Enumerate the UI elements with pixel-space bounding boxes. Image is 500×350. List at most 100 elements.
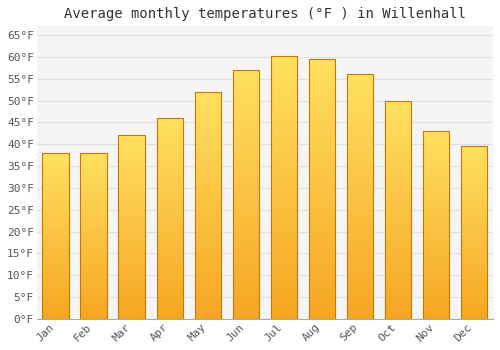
Bar [156, 271, 183, 274]
Bar [42, 279, 69, 281]
Bar [194, 126, 221, 129]
Bar [346, 80, 374, 84]
Bar [384, 139, 411, 141]
Bar [156, 229, 183, 231]
Bar [118, 179, 145, 181]
Bar [118, 163, 145, 165]
Bar [194, 285, 221, 288]
Bar [232, 173, 259, 176]
Bar [156, 231, 183, 233]
Bar [80, 236, 107, 238]
Bar [422, 258, 450, 260]
Bar [42, 286, 69, 288]
Bar [80, 228, 107, 230]
Bar [384, 305, 411, 308]
Bar [42, 153, 69, 319]
Bar [42, 178, 69, 180]
Bar [42, 284, 69, 286]
Bar [308, 225, 335, 228]
Bar [270, 316, 297, 319]
Bar [422, 150, 450, 152]
Bar [384, 125, 411, 128]
Bar [232, 241, 259, 244]
Bar [118, 186, 145, 188]
Bar [270, 76, 297, 79]
Bar [308, 153, 335, 156]
Bar [194, 112, 221, 114]
Bar [80, 176, 107, 178]
Bar [270, 102, 297, 105]
Bar [270, 63, 297, 66]
Bar [232, 313, 259, 316]
Bar [232, 148, 259, 151]
Bar [270, 224, 297, 227]
Bar [194, 103, 221, 106]
Bar [384, 202, 411, 204]
Bar [42, 302, 69, 304]
Bar [384, 243, 411, 245]
Bar [42, 240, 69, 242]
Bar [308, 182, 335, 186]
Bar [460, 213, 487, 215]
Bar [346, 99, 374, 102]
Bar [460, 172, 487, 174]
Bar [118, 211, 145, 213]
Bar [270, 260, 297, 263]
Bar [422, 232, 450, 234]
Bar [460, 207, 487, 209]
Bar [42, 182, 69, 184]
Bar [308, 59, 335, 319]
Bar [194, 132, 221, 134]
Bar [80, 153, 107, 319]
Bar [194, 137, 221, 140]
Bar [80, 284, 107, 286]
Bar [118, 223, 145, 225]
Bar [270, 161, 297, 164]
Bar [346, 301, 374, 303]
Bar [460, 246, 487, 248]
Bar [346, 230, 374, 233]
Bar [460, 222, 487, 224]
Bar [346, 203, 374, 206]
Bar [194, 168, 221, 171]
Bar [422, 260, 450, 262]
Bar [270, 155, 297, 158]
Bar [118, 227, 145, 230]
Bar [308, 166, 335, 169]
Bar [80, 157, 107, 159]
Bar [270, 293, 297, 296]
Bar [194, 134, 221, 137]
Bar [118, 310, 145, 312]
Bar [460, 250, 487, 252]
Bar [460, 202, 487, 205]
Bar [42, 271, 69, 273]
Bar [346, 248, 374, 252]
Bar [346, 285, 374, 288]
Bar [384, 174, 411, 177]
Bar [422, 291, 450, 293]
Bar [232, 300, 259, 303]
Bar [384, 232, 411, 234]
Bar [80, 211, 107, 213]
Bar [194, 219, 221, 222]
Bar [194, 271, 221, 273]
Bar [460, 261, 487, 263]
Bar [194, 129, 221, 132]
Bar [422, 164, 450, 166]
Bar [384, 109, 411, 111]
Bar [270, 125, 297, 128]
Bar [42, 244, 69, 246]
Bar [80, 298, 107, 300]
Bar [118, 301, 145, 303]
Bar [384, 128, 411, 131]
Bar [346, 227, 374, 230]
Bar [118, 165, 145, 168]
Bar [232, 266, 259, 269]
Bar [308, 309, 335, 313]
Bar [156, 316, 183, 319]
Bar [156, 128, 183, 131]
Bar [232, 194, 259, 197]
Bar [80, 308, 107, 310]
Bar [232, 201, 259, 204]
Bar [118, 135, 145, 319]
